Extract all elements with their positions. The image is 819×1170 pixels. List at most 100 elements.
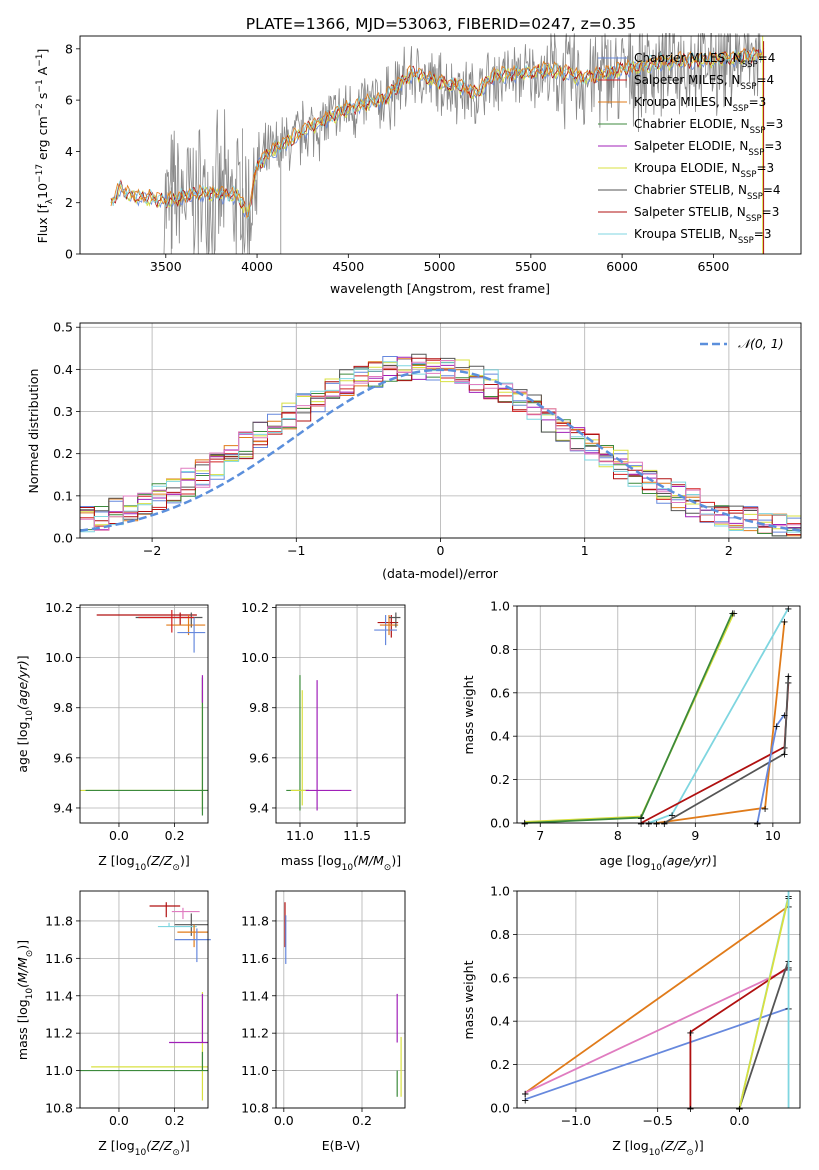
x-axis-label: mass [log10(M/M⊙)] (281, 853, 401, 873)
legend-label: Chabrier ELODIE, NSSP=3 (634, 117, 783, 136)
plot-frame (79, 890, 209, 1109)
x-tick-label: −1 (287, 543, 305, 558)
y-tick-label: 1.0 (490, 599, 510, 614)
x-tick-label: 0.0 (730, 1113, 750, 1128)
x-tick-label: 0.2 (352, 1113, 372, 1128)
x-axis-label: Z [log10(Z/Z⊙)] (98, 1138, 189, 1158)
x-tick-label: 3500 (150, 259, 182, 274)
data-marker: + (637, 814, 645, 825)
mass-weight-line (738, 960, 790, 1109)
data-marker: + (660, 819, 668, 830)
plot-frame (79, 604, 209, 824)
y-tick-label: 0.6 (490, 970, 510, 985)
data-marker: + (735, 1104, 743, 1115)
y-tick-label: 11.6 (241, 951, 269, 966)
mass-weight-line (756, 713, 786, 824)
y-tick-label: 11.0 (45, 1063, 73, 1078)
data-marker: + (686, 1028, 694, 1039)
y-tick-label: 11.2 (241, 1026, 269, 1041)
y-tick-label: 11.4 (241, 988, 269, 1003)
mass-weight-line (524, 612, 734, 824)
data-marker: + (686, 1104, 694, 1115)
y-tick-label: 10.2 (241, 600, 269, 615)
y-tick-label: 1.0 (490, 884, 510, 899)
mass-vs-extinction-panel: 0.0 0.2 10.8 11.0 11.2 11.4 11.6 11.8 E(B-V) (241, 890, 406, 1153)
y-tick-label: 0.4 (490, 1014, 510, 1029)
plot-frame (516, 605, 801, 824)
y-tick-label: 0.8 (490, 642, 510, 657)
mass-weight-line (524, 905, 790, 1094)
y-axis-label: mass weight (461, 960, 476, 1039)
x-tick-label: 5000 (424, 259, 456, 274)
legend-label: Kroupa STELIB, NSSP=3 (634, 227, 772, 246)
x-tick-label: 0.2 (165, 828, 185, 843)
data-marker: + (652, 819, 660, 830)
y-tick-label: 10.2 (45, 600, 73, 615)
data-marker: + (637, 819, 645, 830)
age-vs-mass-panel: 11.0 11.5 9.4 9.6 9.8 10.0 10.2 mass [log10(M/M… (241, 600, 406, 873)
normal-curve-line (79, 368, 802, 532)
x-tick-label: 0.0 (109, 1113, 129, 1128)
x-axis-label: age [log10(age/yr)] (599, 853, 716, 873)
observed-spectrum-line (163, 33, 761, 255)
x-axis-label: Z [log10(Z/Z⊙)] (612, 1138, 703, 1158)
massweight-vs-age-panel: 7 8 9 100.00.20.40.60.81.0+ +++ +++++++++++++… (461, 599, 801, 873)
y-tick-label: 0.1 (53, 488, 73, 503)
mass-weight-line (738, 897, 790, 1109)
histogram-step-line (80, 360, 801, 531)
x-tick-label: 11.0 (286, 828, 314, 843)
y-tick-label: 0.5 (53, 320, 73, 335)
data-marker: + (521, 819, 529, 830)
y-tick-label: 0.2 (490, 772, 510, 787)
data-marker: + (761, 804, 769, 815)
x-tick-label: 10 (765, 828, 781, 843)
x-tick-label: 2 (725, 543, 733, 558)
y-tick-label: 9.4 (249, 800, 269, 815)
data-marker: + (784, 671, 792, 682)
data-marker: + (735, 1104, 743, 1115)
figure-title: PLATE=1366, MJD=53063, FIBERID=0247, z=0… (246, 15, 636, 33)
y-tick-label: 11.2 (45, 1026, 73, 1041)
mass-vs-metallicity-panel: 0.0 0.2 10.8 11.0 11.2 11.4 11.6 11.8 Z [log10(Z… (15, 890, 211, 1158)
data-marker: + (784, 604, 792, 615)
y-tick-label: 0.6 (490, 685, 510, 700)
data-marker: + (773, 721, 781, 732)
y-tick-label: 0 (65, 247, 73, 262)
x-tick-label: 8 (614, 828, 622, 843)
x-tick-label: 9 (691, 828, 699, 843)
plot-frame (516, 890, 801, 1109)
x-tick-label: −2 (143, 543, 161, 558)
y-tick-label: 10.0 (241, 650, 269, 665)
y-tick-label: 8 (65, 41, 73, 56)
x-tick-label: 5500 (515, 259, 547, 274)
y-tick-label: 11.8 (45, 913, 73, 928)
x-tick-label: 0.2 (165, 1113, 185, 1128)
y-tick-label: 0.4 (490, 729, 510, 744)
y-tick-label: 2 (65, 195, 73, 210)
data-marker: + (728, 609, 736, 620)
model-spectrum-line (110, 48, 765, 221)
x-axis-label: wavelength [Angstrom, rest frame] (330, 281, 550, 296)
y-tick-label: 0.0 (490, 816, 510, 831)
mass-weight-line (663, 675, 790, 824)
x-tick-label: 0 (437, 543, 445, 558)
y-tick-label: 6 (65, 93, 73, 108)
massweight-vs-metallicity-panel: −1.0−0.50.00.00.20.40.60.81.0+++++++++++… (461, 884, 801, 1158)
y-axis-label: mass [log10(M/M⊙)] (15, 940, 35, 1060)
spectrum-panel: 3500 4000 4500 5000 5500 6000 6500 0 2 4 6 8 wavelen… (35, 33, 802, 296)
data-marker: + (780, 711, 788, 722)
y-tick-label: 0.0 (53, 531, 73, 546)
legend-label: Chabrier STELIB, NSSP=4 (634, 183, 781, 202)
mass-weight-line (689, 966, 789, 1108)
x-axis-label: Z [log10(Z/Z⊙)] (98, 853, 189, 873)
y-tick-label: 9.6 (249, 750, 269, 765)
legend-label: Salpeter ELODIE, NSSP=3 (634, 139, 782, 158)
y-axis-label: mass weight (461, 675, 476, 754)
y-tick-label: 9.6 (53, 750, 73, 765)
y-tick-label: 0.2 (53, 446, 73, 461)
x-tick-label: 0.0 (274, 1113, 294, 1128)
mass-weight-line (524, 968, 789, 1094)
data-marker: + (730, 609, 738, 620)
legend-label: Salpeter STELIB, NSSP=3 (634, 205, 779, 224)
